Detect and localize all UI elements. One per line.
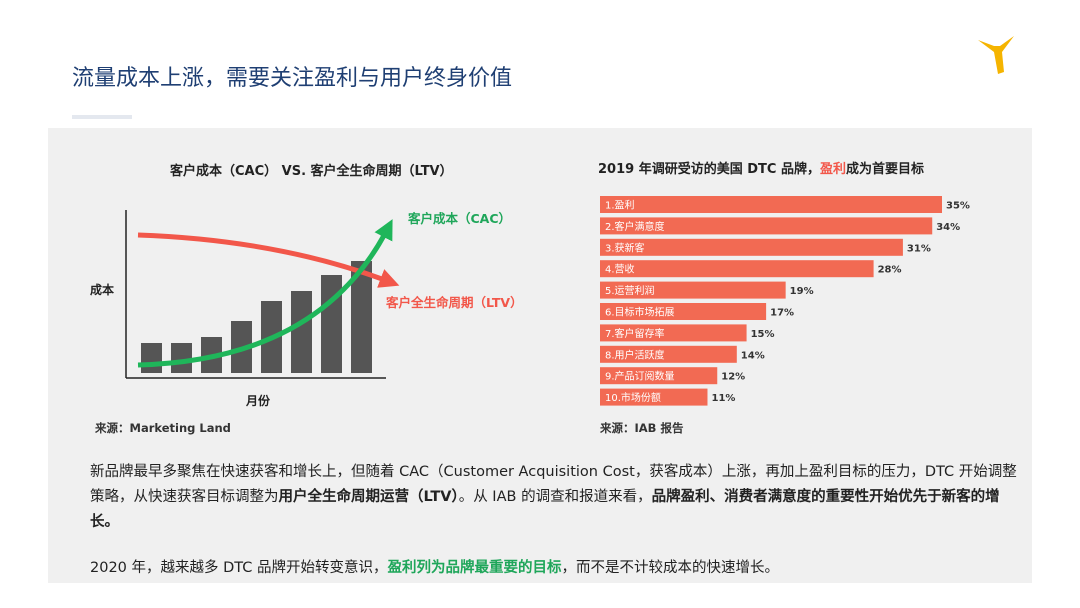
right-chart-source: 来源：IAB 报告 <box>600 421 684 435</box>
goal-category-label: 8.用户活跃度 <box>605 348 665 361</box>
goal-bar <box>600 217 933 235</box>
goal-value-label: 19% <box>790 286 814 297</box>
cac-vs-ltv-chart: 客户成本（CAC） 客户全生命周期（LTV） 成本 月份 <box>90 210 523 408</box>
goal-value-label: 14% <box>741 350 765 361</box>
goal-category-label: 9.产品订阅数量 <box>605 370 675 383</box>
goal-bar <box>600 303 767 320</box>
goal-value-label: 11% <box>711 393 735 404</box>
goal-value-label: 34% <box>936 222 960 233</box>
goal-category-label: 5.运营利润 <box>605 284 655 297</box>
goal-bar <box>600 196 942 213</box>
goal-value-label: 31% <box>907 243 931 254</box>
goal-value-label: 17% <box>770 308 794 319</box>
goal-bar <box>600 260 874 278</box>
goal-category-label: 1.盈利 <box>605 200 635 212</box>
goal-bar <box>600 367 718 385</box>
p1-emphasis-priority: 品牌盈利、消费者满意度的重要性开始优先于新客的增长。 <box>90 489 1000 530</box>
p2-emphasis-profit: 盈利列为品牌最重要的目标 <box>387 560 562 576</box>
goal-category-label: 10.市场份额 <box>605 391 661 404</box>
cost-bar <box>321 275 342 373</box>
brand-logo-icon <box>978 36 1014 74</box>
right-chart-title-highlight: 盈利 <box>819 162 846 177</box>
p1-text-c: 。从 IAB 的调查和报道来看， <box>458 489 652 505</box>
goal-category-label: 2.客户满意度 <box>605 220 665 233</box>
left-chart-source: 来源：Marketing Land <box>95 421 231 435</box>
goal-bar <box>600 281 786 299</box>
goal-bar <box>600 388 708 406</box>
cost-bar <box>141 343 162 373</box>
goal-bar <box>600 345 737 363</box>
p1-emphasis-ltv: 用户全生命周期运营（LTV） <box>278 489 459 505</box>
body-paragraph-1: 新品牌最早多聚焦在快速获客和增长上，但随着 CAC（Customer Acqui… <box>90 460 1020 535</box>
goal-value-label: 28% <box>878 265 902 276</box>
goal-bar <box>600 324 747 342</box>
cac-series-label: 客户成本（CAC） <box>407 211 511 226</box>
p2-text-c: ，而不是不计较成本的快速增长。 <box>561 560 780 576</box>
left-chart-title: 客户成本（CAC） VS. 客户全生命周期（LTV） <box>170 164 453 179</box>
cac-trend-line <box>137 219 393 368</box>
goal-bar <box>600 238 903 256</box>
right-chart-title-part3: 成为首要目标 <box>845 162 924 177</box>
p1-text-a: 新品牌最早多聚焦在快速获客和增长上，但随着 CAC（Customer Acqui… <box>90 464 1017 505</box>
right-chart-title-part1: 2019 年调研受访的美国 DTC 品牌， <box>598 162 820 177</box>
goal-category-label: 4.营收 <box>605 263 635 276</box>
cost-bar <box>291 291 312 373</box>
ltv-series-label: 客户全生命周期（LTV） <box>385 295 523 310</box>
goal-value-label: 12% <box>721 372 745 383</box>
p2-text-a: 2020 年，越来越多 DTC 品牌开始转变意识， <box>90 560 388 576</box>
goal-category-label: 7.客户留存率 <box>605 327 665 340</box>
dtc-goals-chart: 1.盈利 35% 2.客户满意度 34% 3.获新客 31% 4.营收 28% 5.运营利润 19… <box>600 196 970 406</box>
goal-value-label: 35% <box>946 201 970 212</box>
goal-category-label: 6.目标市场拓展 <box>605 306 675 319</box>
body-paragraph-2: 2020 年，越来越多 DTC 品牌开始转变意识，盈利列为品牌最重要的目标，而不… <box>90 556 1020 581</box>
page-title: 流量成本上涨，需要关注盈利与用户终身价值 <box>72 66 513 91</box>
cost-bar <box>351 261 372 373</box>
right-chart-title: 2019 年调研受访的美国 DTC 品牌，盈利成为首要目标 <box>598 158 924 177</box>
goal-category-label: 3.获新客 <box>605 241 645 254</box>
cost-bar <box>171 343 192 373</box>
goal-value-label: 15% <box>751 329 775 340</box>
y-axis-label: 成本 <box>90 282 114 297</box>
x-axis-label: 月份 <box>245 393 271 408</box>
title-underline <box>72 115 132 119</box>
